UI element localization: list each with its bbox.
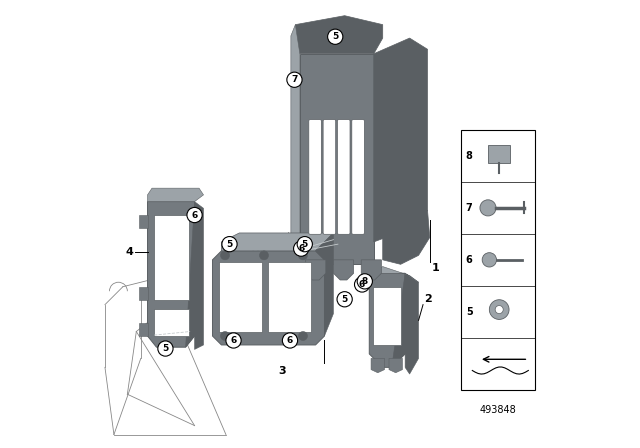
Text: 6: 6 bbox=[298, 244, 304, 253]
Polygon shape bbox=[316, 233, 333, 336]
Polygon shape bbox=[361, 260, 381, 280]
Polygon shape bbox=[383, 202, 430, 264]
Polygon shape bbox=[369, 273, 405, 367]
Circle shape bbox=[298, 251, 307, 260]
FancyBboxPatch shape bbox=[323, 120, 336, 234]
Circle shape bbox=[158, 341, 173, 356]
Polygon shape bbox=[369, 267, 419, 282]
Text: 5: 5 bbox=[342, 295, 348, 304]
Text: 3: 3 bbox=[278, 366, 285, 376]
Polygon shape bbox=[333, 260, 354, 280]
Polygon shape bbox=[291, 25, 300, 267]
Text: 6: 6 bbox=[230, 336, 237, 345]
Text: 8: 8 bbox=[362, 277, 368, 286]
FancyBboxPatch shape bbox=[337, 120, 350, 234]
Polygon shape bbox=[306, 260, 326, 280]
Circle shape bbox=[490, 300, 509, 319]
Circle shape bbox=[297, 237, 312, 252]
Text: 5: 5 bbox=[163, 344, 168, 353]
Text: 7: 7 bbox=[291, 75, 298, 84]
Circle shape bbox=[260, 251, 269, 260]
Polygon shape bbox=[148, 188, 204, 202]
FancyBboxPatch shape bbox=[309, 120, 321, 234]
Text: 4: 4 bbox=[125, 247, 133, 257]
Text: 7: 7 bbox=[466, 203, 472, 213]
Polygon shape bbox=[212, 251, 324, 345]
Circle shape bbox=[482, 253, 497, 267]
Text: 6: 6 bbox=[359, 280, 365, 289]
FancyBboxPatch shape bbox=[154, 215, 189, 300]
Text: 5: 5 bbox=[301, 240, 308, 249]
FancyBboxPatch shape bbox=[488, 145, 511, 163]
Circle shape bbox=[221, 332, 230, 340]
FancyBboxPatch shape bbox=[139, 287, 148, 300]
Polygon shape bbox=[148, 202, 195, 347]
Polygon shape bbox=[389, 358, 403, 373]
Text: 2: 2 bbox=[424, 294, 432, 304]
Polygon shape bbox=[221, 233, 333, 251]
Text: 6: 6 bbox=[466, 255, 472, 265]
FancyBboxPatch shape bbox=[352, 120, 364, 234]
Circle shape bbox=[480, 200, 496, 216]
Polygon shape bbox=[371, 358, 385, 373]
FancyBboxPatch shape bbox=[220, 262, 262, 332]
Text: 5: 5 bbox=[466, 307, 472, 317]
Circle shape bbox=[355, 277, 370, 292]
Circle shape bbox=[337, 292, 352, 307]
Text: 6: 6 bbox=[191, 211, 198, 220]
FancyBboxPatch shape bbox=[139, 323, 148, 336]
Circle shape bbox=[226, 333, 241, 348]
Text: 5: 5 bbox=[227, 240, 232, 249]
Text: 493848: 493848 bbox=[480, 405, 516, 415]
FancyBboxPatch shape bbox=[269, 262, 311, 332]
Polygon shape bbox=[374, 38, 428, 242]
Text: 1: 1 bbox=[432, 263, 440, 273]
Circle shape bbox=[294, 241, 309, 256]
Circle shape bbox=[328, 29, 343, 44]
Text: 5: 5 bbox=[332, 32, 339, 41]
Circle shape bbox=[495, 306, 503, 314]
Polygon shape bbox=[300, 54, 374, 264]
Text: 8: 8 bbox=[466, 151, 472, 161]
Circle shape bbox=[222, 237, 237, 252]
Circle shape bbox=[187, 207, 202, 223]
Circle shape bbox=[357, 274, 372, 289]
Polygon shape bbox=[296, 16, 383, 54]
FancyBboxPatch shape bbox=[154, 309, 189, 336]
Polygon shape bbox=[186, 202, 204, 349]
Circle shape bbox=[298, 332, 307, 340]
Circle shape bbox=[221, 251, 230, 260]
FancyBboxPatch shape bbox=[373, 287, 401, 345]
Polygon shape bbox=[392, 273, 419, 374]
FancyBboxPatch shape bbox=[139, 215, 148, 228]
Circle shape bbox=[287, 72, 302, 87]
Text: 6: 6 bbox=[287, 336, 293, 345]
FancyBboxPatch shape bbox=[461, 130, 535, 390]
Circle shape bbox=[282, 333, 298, 348]
